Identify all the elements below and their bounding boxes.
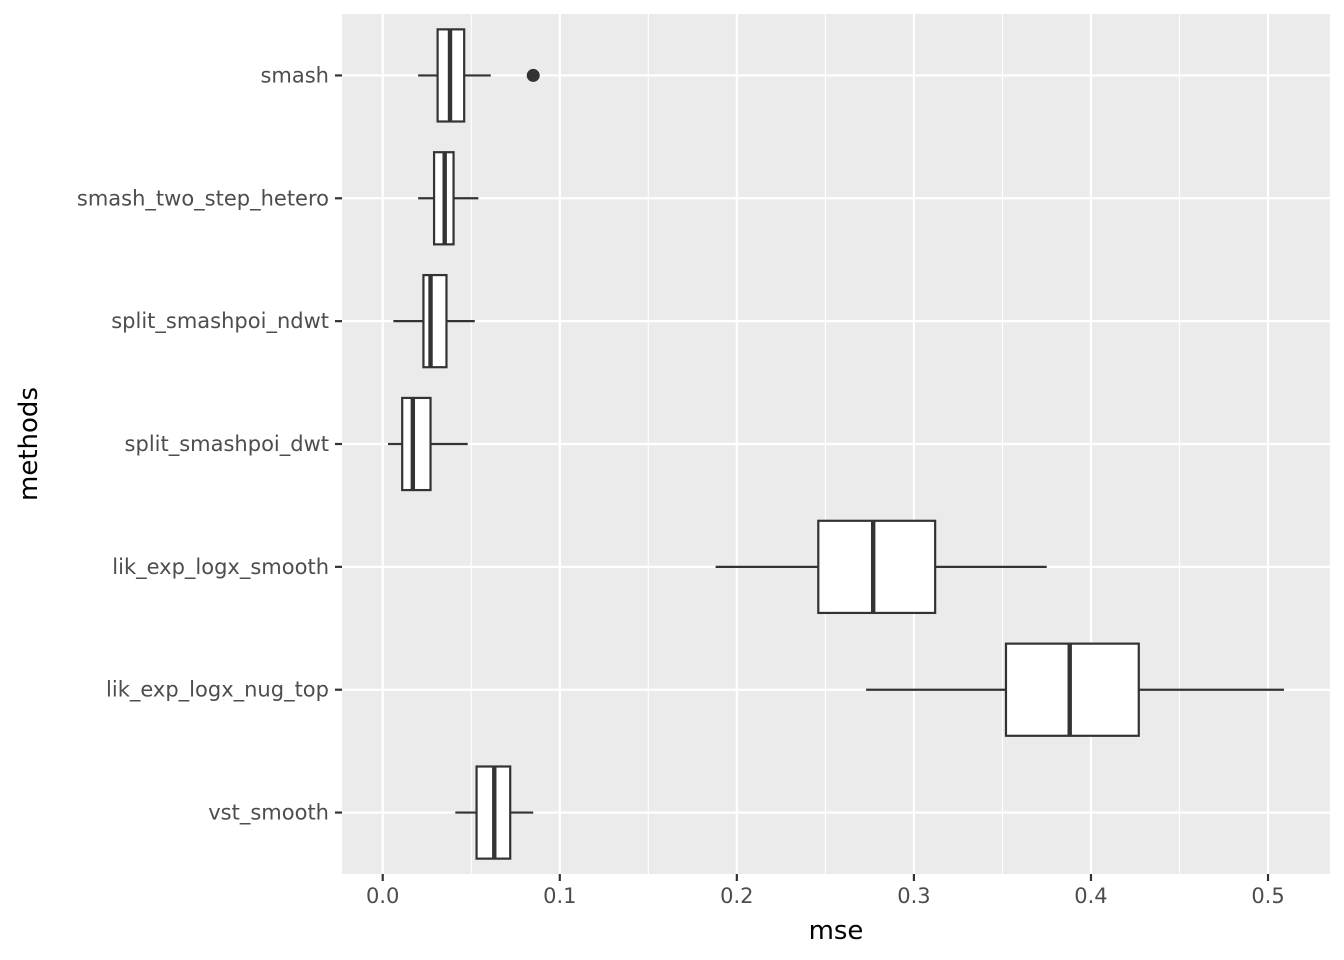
y-tick-label: vst_smooth <box>208 801 329 826</box>
x-tick-label: 0.5 <box>1251 884 1284 908</box>
box-iqr <box>817 519 937 615</box>
x-axis-title: mse <box>809 916 864 946</box>
y-tick-label: split_smashpoi_ndwt <box>111 309 329 334</box>
y-tick-label: lik_exp_logx_nug_top <box>106 678 329 703</box>
box-split-smashpoi-ndwt <box>393 273 475 369</box>
box-lik-exp-logx-nug-top <box>866 642 1284 737</box>
y-axis: smash smash_two_step_hetero split_smashpoi… <box>77 63 342 826</box>
box-smash-two-step-hetero <box>418 151 479 246</box>
box-smash <box>418 28 540 123</box>
x-tick-label: 0.1 <box>543 884 576 908</box>
box-split-smashpoi-dwt <box>388 396 468 492</box>
box-iqr <box>1004 642 1140 737</box>
boxplot-series <box>388 28 1284 860</box>
y-tick-label: smash_two_step_hetero <box>77 186 329 211</box>
x-axis: 0.0 0.1 0.2 0.3 0.4 0.5 <box>366 874 1285 908</box>
x-tick-label: 0.4 <box>1074 884 1107 908</box>
x-tick-label: 0.3 <box>897 884 930 908</box>
box-iqr <box>422 273 448 369</box>
y-axis-title: methods <box>14 387 44 501</box>
x-tick-label: 0.0 <box>366 884 399 908</box>
y-tick-label: split_smashpoi_dwt <box>125 432 329 457</box>
y-tick-label: lik_exp_logx_smooth <box>112 555 329 580</box>
y-tick-label: smash <box>260 63 329 87</box>
box-lik-exp-logx-smooth <box>715 519 1047 615</box>
box-vst-smooth <box>455 765 534 860</box>
x-tick-label: 0.2 <box>720 884 753 908</box>
outlier-point <box>526 68 540 82</box>
box-iqr <box>401 396 432 492</box>
